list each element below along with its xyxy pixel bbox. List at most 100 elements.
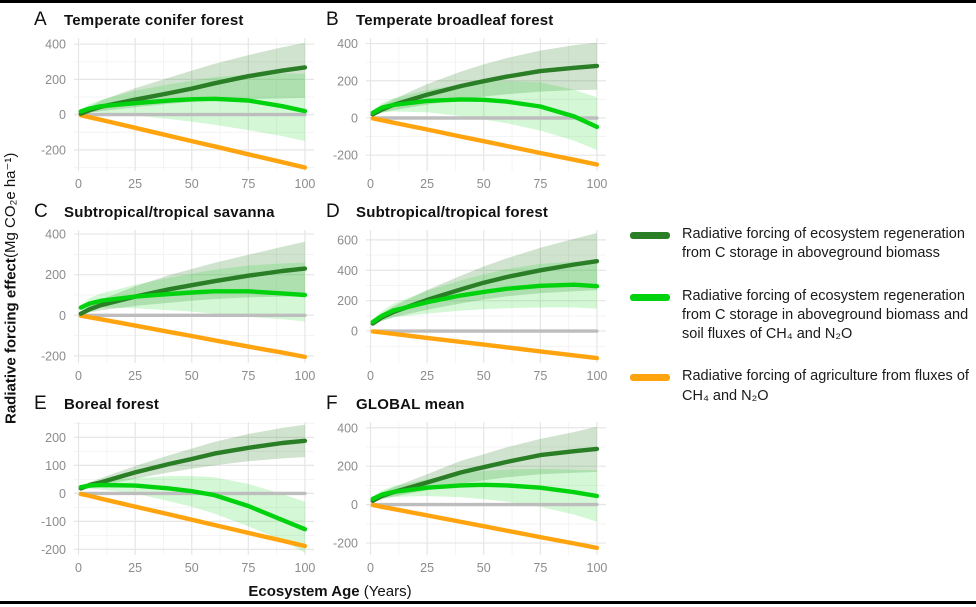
svg-text:25: 25 [128, 561, 142, 575]
legend-item-regeneration-agb-soil: Radiative forcing of ecosystem regenerat… [630, 287, 972, 345]
x-axis-title: Ecosystem Age (Years) [160, 583, 500, 600]
legend-label: Radiative forcing of ecosystem regenerat… [682, 287, 969, 343]
svg-text:25: 25 [420, 561, 434, 575]
panel-header: D Subtropical/tropical forest [322, 197, 614, 225]
svg-text:200: 200 [45, 268, 66, 282]
svg-text:400: 400 [337, 37, 358, 51]
legend-item-agriculture: Radiative forcing of agriculture from fl… [630, 367, 972, 406]
y-axis-title: Radiative forcing effect (Mg CO₂e ha⁻¹) [0, 123, 24, 453]
svg-text:0: 0 [367, 177, 374, 191]
svg-text:100: 100 [587, 177, 608, 191]
panel-boreal-forest: E Boreal forest -200 -100 0 100 200 0 25 50 75 10… [30, 389, 322, 581]
svg-text:0: 0 [59, 309, 66, 323]
panel-header: B Temperate broadleaf forest [322, 5, 614, 33]
svg-text:75: 75 [241, 369, 255, 383]
svg-text:-200: -200 [41, 543, 66, 557]
panel-title: Temperate conifer forest [64, 12, 244, 29]
panel-a-chart: -200 0 200 400 0 25 50 75 100 [41, 38, 316, 191]
panel-temperate-broadleaf-forest: B Temperate broadleaf forest -200 0 200 400… [322, 5, 614, 197]
svg-text:200: 200 [337, 74, 358, 88]
svg-text:200: 200 [337, 294, 358, 308]
panel-e-chart: -200 -100 0 100 200 0 25 50 75 100 [41, 422, 316, 575]
panel-header: A Temperate conifer forest [30, 5, 322, 33]
svg-text:100: 100 [295, 369, 316, 383]
svg-text:0: 0 [351, 111, 358, 125]
svg-text:50: 50 [185, 177, 199, 191]
panel-header: F GLOBAL mean [322, 389, 614, 417]
svg-text:50: 50 [185, 369, 199, 383]
panel-title: Temperate broadleaf forest [356, 12, 554, 29]
y-axis-title-main: Radiative forcing effect [2, 257, 20, 424]
legend-swatch-bright-green [630, 293, 670, 301]
svg-text:0: 0 [59, 487, 66, 501]
panel-header: C Subtropical/tropical savanna [30, 197, 322, 225]
panel-letter: D [326, 201, 340, 222]
svg-text:400: 400 [45, 38, 66, 52]
svg-text:200: 200 [45, 73, 66, 87]
panel-title: Subtropical/tropical savanna [64, 204, 275, 221]
legend: Radiative forcing of ecosystem regenerat… [630, 225, 972, 429]
svg-text:25: 25 [420, 369, 434, 383]
svg-text:100: 100 [295, 177, 316, 191]
panel-subtropical-savanna: C Subtropical/tropical savanna -200 0 200 4… [30, 197, 322, 389]
svg-text:100: 100 [295, 561, 316, 575]
panel-temperate-conifer-forest: A Temperate conifer forest -200 0 200 400 0 2… [30, 5, 322, 197]
x-axis-title-main: Ecosystem Age [248, 583, 360, 600]
svg-text:75: 75 [533, 369, 547, 383]
svg-text:0: 0 [351, 498, 358, 512]
svg-text:400: 400 [337, 264, 358, 278]
svg-text:200: 200 [45, 431, 66, 445]
svg-text:100: 100 [587, 561, 608, 575]
svg-text:25: 25 [420, 177, 434, 191]
panel-f-chart: -200 0 200 400 0 25 50 75 100 [333, 421, 608, 575]
legend-swatch-dark-green [630, 232, 670, 239]
svg-text:0: 0 [351, 325, 358, 339]
panel-c-chart: -200 0 200 400 0 25 50 75 100 [41, 228, 316, 383]
panel-header: E Boreal forest [30, 389, 322, 417]
svg-text:-100: -100 [41, 515, 66, 529]
svg-text:75: 75 [241, 561, 255, 575]
panel-d-chart: 0 200 400 600 0 25 50 75 100 [337, 230, 608, 383]
legend-label: Radiative forcing of agriculture from fl… [682, 368, 969, 404]
svg-text:50: 50 [477, 177, 491, 191]
panel-grid: A Temperate conifer forest -200 0 200 400 0 2… [30, 5, 614, 581]
svg-text:0: 0 [59, 108, 66, 122]
svg-text:-200: -200 [41, 349, 66, 363]
panel-letter: A [34, 9, 47, 30]
legend-swatch-orange [630, 374, 670, 382]
legend-item-regeneration-agb: Radiative forcing of ecosystem regenerat… [630, 225, 972, 264]
panel-title: Subtropical/tropical forest [356, 204, 549, 221]
svg-text:0: 0 [75, 369, 82, 383]
panel-b-chart: -200 0 200 400 0 25 50 75 100 [333, 37, 608, 191]
svg-text:25: 25 [128, 369, 142, 383]
svg-text:-200: -200 [333, 537, 358, 551]
panel-letter: C [34, 201, 48, 222]
svg-text:50: 50 [477, 369, 491, 383]
svg-text:75: 75 [241, 177, 255, 191]
svg-text:400: 400 [45, 228, 66, 242]
svg-text:100: 100 [587, 369, 608, 383]
panel-letter: E [34, 393, 47, 414]
svg-text:100: 100 [45, 459, 66, 473]
panel-subtropical-forest: D Subtropical/tropical forest 0 200 400 600… [322, 197, 614, 389]
panel-letter: F [326, 393, 338, 414]
svg-text:75: 75 [533, 177, 547, 191]
svg-text:-200: -200 [333, 149, 358, 163]
svg-text:50: 50 [477, 561, 491, 575]
svg-text:400: 400 [337, 421, 358, 435]
panel-title: Boreal forest [64, 396, 160, 413]
x-axis-title-unit: (Years) [359, 583, 412, 600]
svg-text:0: 0 [75, 561, 82, 575]
svg-text:25: 25 [128, 177, 142, 191]
y-axis-title-unit: (Mg CO₂e ha⁻¹) [2, 152, 19, 258]
legend-label: Radiative forcing of ecosystem regenerat… [682, 226, 965, 262]
svg-text:-200: -200 [41, 143, 66, 157]
svg-text:50: 50 [185, 561, 199, 575]
svg-text:600: 600 [337, 233, 358, 247]
svg-text:200: 200 [337, 460, 358, 474]
svg-text:0: 0 [367, 561, 374, 575]
svg-text:75: 75 [533, 561, 547, 575]
panel-letter: B [326, 9, 339, 30]
panel-title: GLOBAL mean [356, 396, 465, 413]
